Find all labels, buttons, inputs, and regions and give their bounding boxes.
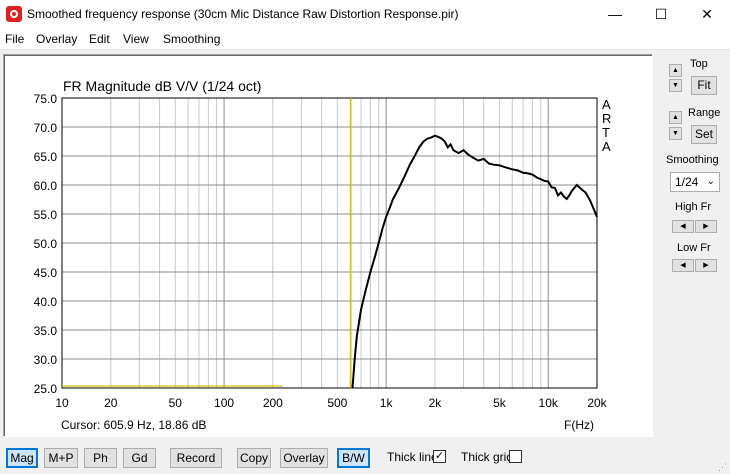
x-tick-label: 10 bbox=[55, 396, 69, 410]
high-fr-right-button[interactable]: ▶ bbox=[695, 220, 717, 233]
y-tick-label: 30.0 bbox=[34, 353, 58, 367]
maximize-button[interactable]: ☐ bbox=[654, 6, 668, 22]
x-tick-label: 100 bbox=[214, 396, 234, 410]
plot-panel[interactable]: FR Magnitude dB V/V (1/24 oct) 75.0 70.0 6… bbox=[3, 54, 653, 437]
low-fr-label: Low Fr bbox=[677, 242, 711, 254]
x-tick-label: 20k bbox=[587, 396, 607, 410]
y-tick-label: 45.0 bbox=[34, 266, 58, 280]
frequency-response-chart[interactable]: FR Magnitude dB V/V (1/24 oct) 75.0 70.0 6… bbox=[4, 55, 652, 436]
high-fr-left-button[interactable]: ◀ bbox=[672, 220, 694, 233]
menu-view[interactable]: View bbox=[123, 32, 149, 46]
chevron-down-icon: ⌄ bbox=[706, 176, 715, 187]
mag-phase-button[interactable]: M+P bbox=[44, 448, 78, 468]
x-tick-label: 10k bbox=[539, 396, 559, 410]
low-fr-right-button[interactable]: ▶ bbox=[695, 259, 717, 272]
top-down-button[interactable]: ▼ bbox=[669, 79, 682, 92]
set-button[interactable]: Set bbox=[691, 125, 717, 144]
cursor-readout: Cursor: 605.9 Hz, 18.86 dB bbox=[61, 418, 206, 432]
range-down-button[interactable]: ▼ bbox=[669, 127, 682, 140]
menu-overlay[interactable]: Overlay bbox=[36, 32, 78, 46]
thick-line-label: Thick line bbox=[387, 450, 438, 464]
low-fr-left-button[interactable]: ◀ bbox=[672, 259, 694, 272]
top-label: Top bbox=[690, 58, 708, 70]
y-tick-label: 55.0 bbox=[34, 208, 58, 222]
watermark-letter: A bbox=[602, 139, 611, 154]
menu-file[interactable]: File bbox=[5, 32, 25, 46]
smoothing-label: Smoothing bbox=[666, 154, 719, 166]
resize-grip-icon[interactable]: ⋰ bbox=[718, 462, 727, 472]
title-bar: Smoothed frequency response (30cm Mic Di… bbox=[0, 0, 730, 29]
y-tick-label: 65.0 bbox=[34, 150, 58, 164]
range-label: Range bbox=[688, 107, 721, 119]
cursor-lines[interactable] bbox=[62, 98, 352, 388]
y-axis-ticks: 75.0 70.0 65.0 60.0 55.0 50.0 45.0 40.0 35.0 30.0… bbox=[34, 92, 58, 396]
x-axis-ticks: 10 20 50 100 200 500 1k 2k 5k 10k 20k bbox=[55, 396, 607, 410]
y-tick-label: 60.0 bbox=[34, 179, 58, 193]
smoothing-select[interactable]: 1/24 ⌄ bbox=[670, 172, 720, 192]
plot-border bbox=[61, 97, 598, 389]
x-tick-label: 200 bbox=[263, 396, 283, 410]
y-tick-label: 40.0 bbox=[34, 295, 58, 309]
mag-button[interactable]: Mag bbox=[6, 448, 38, 468]
phase-button[interactable]: Ph bbox=[84, 448, 117, 468]
x-tick-label: 20 bbox=[104, 396, 118, 410]
menu-smoothing[interactable]: Smoothing bbox=[163, 32, 221, 46]
y-tick-label: 70.0 bbox=[34, 121, 58, 135]
x-tick-label: 500 bbox=[327, 396, 347, 410]
menu-bar: File Overlay Edit View Smoothing bbox=[0, 29, 730, 50]
x-tick-label: 50 bbox=[169, 396, 183, 410]
thick-grid-checkbox[interactable] bbox=[509, 450, 522, 463]
watermark-letter: A bbox=[602, 97, 611, 112]
minimize-button[interactable]: — bbox=[608, 6, 622, 22]
thick-line-checkbox[interactable]: ✓ bbox=[433, 450, 446, 463]
group-delay-button[interactable]: Gd bbox=[123, 448, 156, 468]
thick-grid-label: Thick grid bbox=[461, 450, 514, 464]
y-tick-label: 35.0 bbox=[34, 324, 58, 338]
fit-button[interactable]: Fit bbox=[691, 76, 717, 95]
close-button[interactable]: ✕ bbox=[701, 6, 713, 22]
y-tick-label: 50.0 bbox=[34, 237, 58, 251]
high-fr-label: High Fr bbox=[675, 201, 712, 213]
bw-button[interactable]: B/W bbox=[337, 448, 370, 468]
x-unit-label: F(Hz) bbox=[564, 418, 594, 432]
smoothing-value: 1/24 bbox=[675, 175, 699, 189]
overlay-button[interactable]: Overlay bbox=[280, 448, 328, 468]
side-panel: Top ▲ ▼ Fit Range ▲ ▼ Set Smoothing 1/24… bbox=[660, 54, 730, 437]
top-up-button[interactable]: ▲ bbox=[669, 64, 682, 77]
x-tick-label: 1k bbox=[380, 396, 394, 410]
window-title: Smoothed frequency response (30cm Mic Di… bbox=[27, 7, 459, 21]
app-icon bbox=[6, 6, 22, 22]
y-tick-label: 75.0 bbox=[34, 92, 58, 106]
response-curve bbox=[351, 134, 598, 389]
chart-title: FR Magnitude dB V/V (1/24 oct) bbox=[63, 78, 261, 94]
bottom-toolbar: Mag M+P Ph Gd Record Copy Overlay B/W Th… bbox=[0, 440, 730, 474]
x-tick-label: 2k bbox=[429, 396, 443, 410]
range-up-button[interactable]: ▲ bbox=[669, 111, 682, 124]
y-tick-label: 25.0 bbox=[34, 382, 58, 396]
watermark-letter: T bbox=[602, 125, 610, 140]
x-tick-label: 5k bbox=[493, 396, 507, 410]
arta-watermark: A R T A bbox=[602, 97, 611, 154]
copy-button[interactable]: Copy bbox=[237, 448, 271, 468]
menu-edit[interactable]: Edit bbox=[89, 32, 110, 46]
watermark-letter: R bbox=[602, 111, 611, 126]
plot-grid bbox=[61, 98, 598, 388]
record-button[interactable]: Record bbox=[170, 448, 222, 468]
